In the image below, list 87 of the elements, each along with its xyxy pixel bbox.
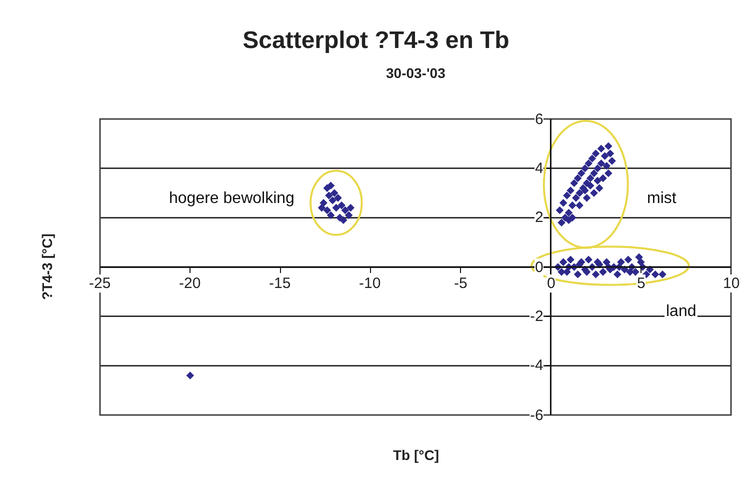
point [599,174,607,182]
point [572,194,580,202]
x-tick-label: -10 [359,275,381,292]
y-tick-label: 6 [535,111,544,128]
annotation: mist [647,190,677,207]
point [568,201,576,210]
x-axis-title: Tb [°C] [393,447,440,463]
point [651,270,660,278]
point [338,201,346,210]
point [624,256,632,264]
point [636,258,645,266]
point [608,157,616,165]
point [614,270,622,278]
point [346,204,354,212]
x-tick-label: -5 [454,275,468,292]
chart-title: Scatterplot ?T4-3 en Tb [242,27,510,54]
x-tick-label: -25 [89,275,111,292]
point [558,218,566,226]
x-tick-label: 10 [723,275,740,292]
point [586,174,594,182]
point [582,194,591,202]
annotation: hogere bewolking [169,190,294,207]
point [563,192,571,200]
point [602,162,610,170]
point [592,270,600,278]
point [325,192,333,200]
point [576,201,584,210]
chart-subtitle: 30-03-'03 [386,65,446,81]
point [564,208,573,217]
y-tick-label: -6 [530,407,544,424]
y-axis-title: ?T4-3 [°C] [38,234,55,300]
point [584,160,592,168]
point [326,182,335,190]
point [590,189,598,197]
point [586,182,594,190]
point [594,164,602,172]
point [597,160,606,168]
annotation: land [666,303,696,320]
x-tick-label: -15 [269,275,291,292]
point [566,186,574,194]
point [559,258,568,266]
point [584,256,592,264]
point [597,144,606,152]
point [590,169,598,178]
point [576,189,584,197]
y-tick-label: -4 [530,357,544,374]
point [574,174,582,182]
point [599,268,607,276]
point [658,270,666,278]
point [604,142,612,150]
point [600,152,609,160]
point [570,179,578,188]
point [594,176,602,185]
point [556,206,564,214]
point [577,169,586,178]
point [566,256,574,264]
point [581,164,589,172]
point [602,258,610,266]
y-tick-label: 4 [535,160,544,177]
point [558,268,566,276]
point [588,154,596,162]
x-tick-label: 5 [637,275,646,292]
point [592,150,600,158]
point [186,372,194,380]
x-tick-label: 0 [547,275,556,292]
point [328,196,336,204]
point [323,206,332,214]
point [344,211,353,220]
point [635,253,643,262]
point [626,268,634,276]
x-tick-label: -20 [179,275,201,292]
point [341,206,350,214]
point [318,204,326,212]
point [326,211,335,220]
point [320,198,328,207]
y-tick-label: 0 [535,259,544,276]
point [332,204,340,212]
y-tick-label: -2 [530,308,544,325]
point [334,194,342,202]
point [330,189,338,197]
point [574,270,582,278]
point [604,169,612,178]
point [559,198,568,207]
y-tick-label: 2 [535,209,544,226]
point [595,184,604,192]
point [564,216,573,224]
point [606,150,614,158]
